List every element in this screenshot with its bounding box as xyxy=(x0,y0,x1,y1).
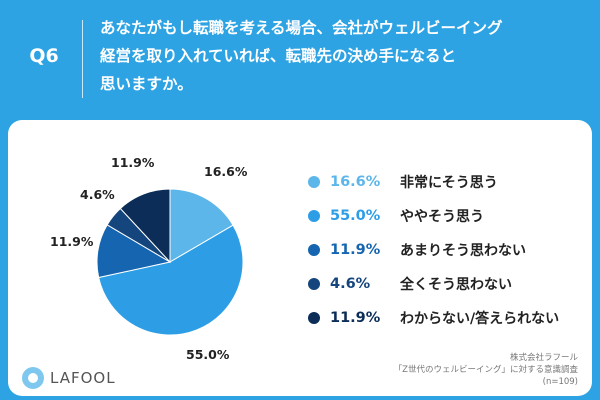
pie-chart xyxy=(96,188,244,336)
pie-label-dont-know: 11.9% xyxy=(111,155,155,170)
legend-label: あまりそう思わない xyxy=(400,243,526,259)
pie-slice-dont-know xyxy=(119,188,171,264)
legend-item-not-at-all: 4.6% 全くそう思わない xyxy=(308,274,512,294)
source-line: 株式会社ラフール xyxy=(509,353,578,363)
legend-item-somewhat: 55.0% ややそう思う xyxy=(308,206,484,226)
legend-label: 非常にそう思う xyxy=(400,175,498,191)
chart-card: 16.6% 55.0% 11.9% 4.6% 11.9% 16.6% 非常にそう… xyxy=(8,120,592,396)
pie-label-not-at-all: 4.6% xyxy=(80,187,115,202)
question-line: 経営を取り入れていれば、転職先の決め手になると xyxy=(100,47,457,65)
legend-label: わからない/答えられない xyxy=(400,311,560,327)
question-number: Q6 xyxy=(29,45,59,67)
source-note: 株式会社ラフール 「Z世代のウェルビーイング」に対する意識調査 (n=109) xyxy=(394,352,578,388)
legend-swatch xyxy=(308,278,320,290)
legend-swatch xyxy=(308,312,320,324)
legend-item-not-much: 11.9% あまりそう思わない xyxy=(308,240,526,260)
legend-percent: 16.6% xyxy=(330,174,381,190)
pie-label-very-much: 16.6% xyxy=(204,164,248,179)
legend-swatch xyxy=(308,244,320,256)
legend-percent: 4.6% xyxy=(330,276,371,292)
company-logo: LAFOOL xyxy=(22,367,116,389)
pie-slice-very-much xyxy=(169,188,234,263)
source-line: (n=109) xyxy=(542,377,578,387)
question-line: 思いますか。 xyxy=(100,75,193,93)
pie-label-somewhat: 55.0% xyxy=(186,347,230,362)
logo-text: LAFOOL xyxy=(50,369,116,387)
header-divider xyxy=(82,20,83,98)
source-line: 「Z世代のウェルビーイング」に対する意識調査 xyxy=(393,365,578,375)
legend-percent: 55.0% xyxy=(330,208,381,224)
legend-label: 全くそう思わない xyxy=(400,277,512,293)
question-text: あなたがもし転職を考える場合、会社がウェルビーイング 経営を取り入れていれば、転… xyxy=(100,14,580,98)
legend-label: ややそう思う xyxy=(400,209,484,225)
pie-label-not-much: 11.9% xyxy=(50,234,94,249)
logo-mark-icon xyxy=(22,367,44,389)
legend-swatch xyxy=(308,210,320,222)
legend-percent: 11.9% xyxy=(330,310,381,326)
question-header: Q6 あなたがもし転職を考える場合、会社がウェルビーイング 経営を取り入れていれ… xyxy=(0,0,600,118)
legend-item-very-much: 16.6% 非常にそう思う xyxy=(308,172,498,192)
legend-item-dont-know: 11.9% わからない/答えられない xyxy=(308,308,559,328)
legend-percent: 11.9% xyxy=(330,242,381,258)
pie-slice-somewhat xyxy=(98,224,244,336)
question-line: あなたがもし転職を考える場合、会社がウェルビーイング xyxy=(100,19,503,37)
legend-swatch xyxy=(308,176,320,188)
